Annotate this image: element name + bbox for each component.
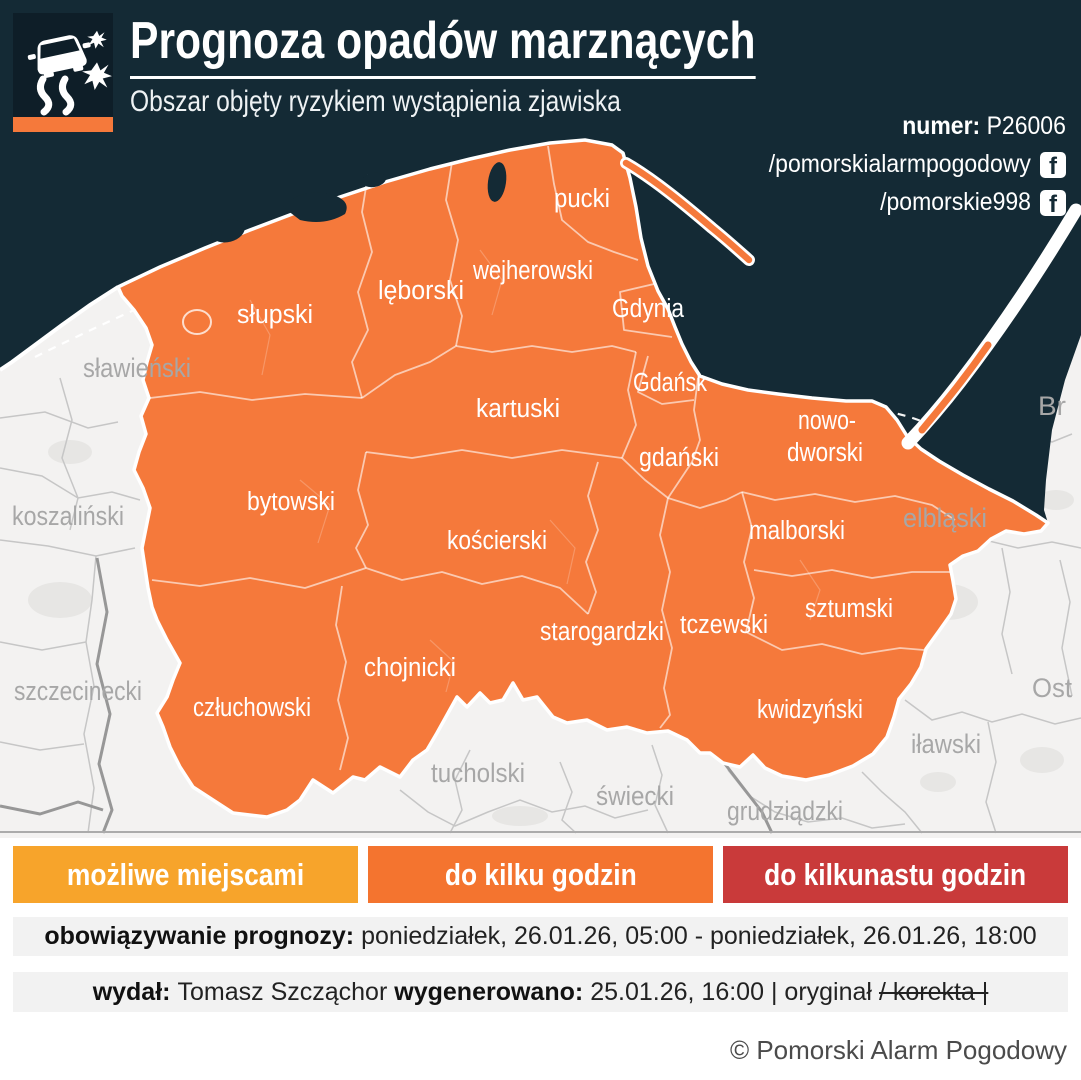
issue-strip: wydał: Tomasz Szcząchor wygenerowano: 25… xyxy=(13,972,1068,1012)
facebook-handle-2[interactable]: /pomorskie998 f xyxy=(746,188,1066,217)
county-label-chojnicki: chojnicki xyxy=(364,654,456,682)
county-label-szczecinecki: szczecinecki xyxy=(14,676,142,706)
pomerania-warning-map: pucki wejherowski lęborski słupski Gdyni… xyxy=(0,0,1081,838)
county-label-nowodworski-line1: nowo- xyxy=(798,407,856,435)
county-label-wejherowski: wejherowski xyxy=(472,257,593,285)
county-label-malborski: malborski xyxy=(749,517,845,545)
city-label-gdansk: Gdańsk xyxy=(633,369,707,397)
legend-up-to-few-hours: do kilku godzin xyxy=(368,846,713,903)
issued-by-label: wydał: xyxy=(92,977,171,1006)
coastal-lakes xyxy=(211,162,507,243)
outside-county-labels: sławieński koszaliński szczecinecki tuch… xyxy=(12,353,1072,826)
county-label-tucholski: tucholski xyxy=(431,758,525,788)
legend: możliwe miejscami do kilku godzin do kil… xyxy=(13,846,1068,903)
county-label-braniewski-truncated: Br xyxy=(1038,391,1066,421)
version-original: | oryginał xyxy=(770,977,872,1006)
facebook-icon: f xyxy=(1040,151,1066,178)
vistula-spit xyxy=(901,203,1081,450)
warning-county-borders xyxy=(149,145,956,771)
county-label-sztumski: sztumski xyxy=(805,595,893,623)
copyright: © Pomorski Alarm Pogodowy xyxy=(729,1035,1067,1065)
county-label-czluchowski: człuchowski xyxy=(193,694,311,722)
county-label-slawienski: sławieński xyxy=(83,353,191,383)
facebook-icon: f xyxy=(1040,189,1066,216)
county-label-nowodworski-line2: dworski xyxy=(787,439,863,467)
validity-value: poniedziałek, 26.01.26, 05:00 - poniedzi… xyxy=(361,922,1037,950)
version-correction-struck: / korekta | xyxy=(878,977,989,1006)
legend-possible-locally: możliwe miejscami xyxy=(13,846,358,903)
county-label-elblaski: elbląski xyxy=(903,503,987,533)
county-label-ilawski: iławski xyxy=(911,729,981,759)
facebook-handle-2-text: /pomorskie998 xyxy=(880,188,1031,216)
county-label-leborski: lęborski xyxy=(378,277,464,305)
county-label-kwidzynski: kwidzyński xyxy=(757,696,863,724)
commune-borders-faint xyxy=(249,249,821,693)
city-label-gdynia: Gdynia xyxy=(612,295,685,323)
county-label-bytowski: bytowski xyxy=(247,488,335,516)
legend-label: do kilku godzin xyxy=(444,856,637,892)
county-label-pucki: pucki xyxy=(554,185,610,213)
county-label-grudziadzki: grudziądzki xyxy=(727,796,843,826)
legend-label: możliwe miejscami xyxy=(66,856,305,892)
warning-region xyxy=(116,138,1050,819)
validity-label: obowiązywanie prognozy: xyxy=(44,922,355,950)
warning-county-labels: pucki wejherowski lęborski słupski Gdyni… xyxy=(193,185,893,724)
facebook-handle-1[interactable]: /pomorskialarmpogodowy f xyxy=(746,150,1066,179)
validity-strip: obowiązywanie prognozy: poniedziałek, 26… xyxy=(13,917,1068,956)
hel-peninsula xyxy=(620,157,755,266)
legend-label: do kilkunastu godzin xyxy=(764,856,1027,892)
county-label-tczewski: tczewski xyxy=(680,611,768,639)
facebook-handle-1-text: /pomorskialarmpogodowy xyxy=(768,150,1031,178)
county-label-starogardzki: starogardzki xyxy=(540,618,664,646)
baltic-sea xyxy=(0,0,1081,523)
county-label-kartuski: kartuski xyxy=(476,395,560,423)
county-label-swiecki: świecki xyxy=(596,781,674,811)
issued-by-value: Tomasz Szcząchor xyxy=(177,977,388,1006)
county-label-ostrodzki-truncated: Ost xyxy=(1032,673,1072,703)
generated-value: 25.01.26, 16:00 xyxy=(590,977,764,1006)
voivodeship-borders xyxy=(0,557,774,834)
county-label-koszalinski: koszaliński xyxy=(12,501,124,531)
county-label-koscierski: kościerski xyxy=(447,527,547,555)
county-label-slupski: słupski xyxy=(237,301,313,329)
outside-county-borders xyxy=(0,377,1081,834)
slupsk-city-outline xyxy=(182,309,212,335)
legend-up-to-a-dozen-hours: do kilkunastu godzin xyxy=(723,846,1068,903)
generated-label: wygenerowano: xyxy=(394,977,584,1006)
western-coastline xyxy=(0,285,120,372)
county-label-gdanski: gdański xyxy=(639,444,719,472)
